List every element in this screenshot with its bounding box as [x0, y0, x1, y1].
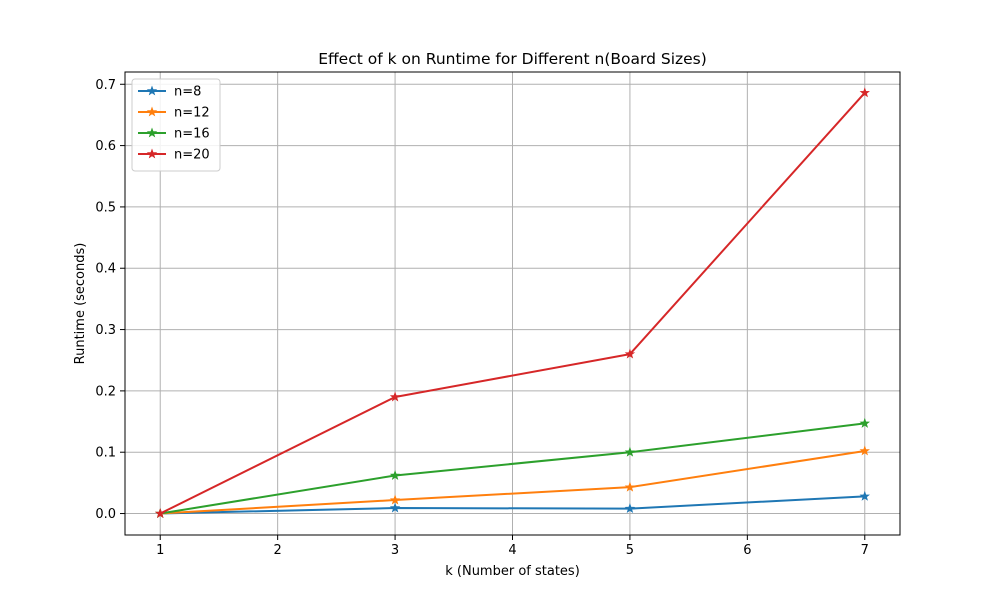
data-point [624, 481, 636, 492]
y-tick-label: 0.1 [95, 446, 116, 461]
legend-label: n=20 [174, 148, 210, 163]
data-point [624, 503, 636, 514]
x-tick-label: 5 [626, 543, 634, 558]
x-axis-label: k (Number of states) [445, 564, 580, 579]
x-tick-label: 7 [861, 543, 869, 558]
grid [125, 72, 900, 535]
x-tick-label: 3 [391, 543, 399, 558]
series-line [160, 422, 865, 515]
y-tick-label: 0.5 [95, 200, 116, 215]
legend-item: n=16 [138, 127, 210, 142]
data-point [389, 391, 401, 402]
y-tick-label: 0.4 [95, 262, 116, 277]
y-axis-label: Runtime (seconds) [73, 243, 88, 365]
legend-marker [146, 85, 158, 96]
data-point [624, 446, 636, 457]
series-line [160, 449, 865, 515]
series-line [159, 92, 866, 515]
y-tick-label: 0.3 [95, 323, 116, 338]
legend-label: n=8 [174, 85, 201, 100]
series-n-20 [155, 87, 870, 518]
y-tick-label: 0.6 [95, 139, 116, 154]
legend-marker [146, 106, 158, 117]
x-tick-label: 4 [508, 543, 516, 558]
data-point [389, 494, 401, 505]
legend-marker [146, 148, 158, 159]
legend-label: n=16 [174, 127, 210, 142]
data-point [859, 490, 870, 501]
data-point [859, 417, 870, 428]
data-point [389, 502, 401, 513]
data-point [859, 445, 870, 456]
series-layer [155, 87, 870, 518]
data-point [155, 508, 166, 518]
data-point [859, 87, 870, 98]
y-tick-label: 0.2 [95, 384, 116, 399]
series-line [160, 495, 865, 515]
legend-item: n=8 [138, 85, 201, 100]
legend-label: n=12 [174, 106, 210, 121]
legend-item: n=12 [138, 106, 210, 121]
data-point [624, 348, 636, 359]
legend: n=8 n=12 n=16 n=20 [131, 78, 221, 172]
data-point [389, 470, 401, 480]
chart-title: Effect of k on Runtime for Different n(B… [318, 50, 707, 68]
x-tick-label: 6 [743, 543, 751, 558]
legend-item: n=20 [138, 148, 210, 163]
x-tick-label: 1 [156, 543, 164, 558]
y-tick-label: 0.7 [95, 78, 116, 93]
x-tick-label: 2 [274, 543, 282, 558]
legend-marker [146, 127, 158, 138]
legend-box [131, 78, 221, 172]
ticks: 1 2 3 4 5 6 7 0.0 0.1 0.2 0.3 0.4 0.5 0.6 0.7 [95, 78, 869, 558]
y-tick-label: 0.0 [95, 507, 116, 522]
